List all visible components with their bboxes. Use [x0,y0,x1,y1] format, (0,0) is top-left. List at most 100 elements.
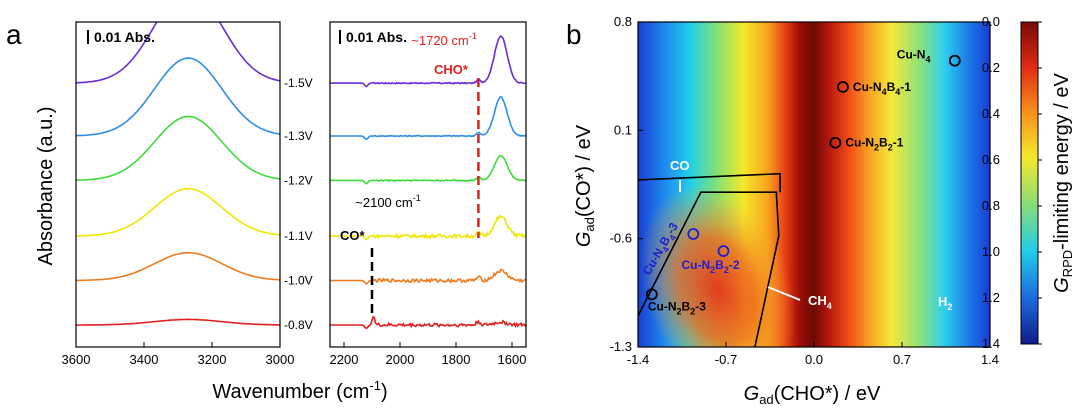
heatmap-x-title-sub: ad [759,392,773,407]
heatmap-x-tick-label-3: 0.7 [893,352,911,367]
colorbar-title: GRPD-limiting energy / eV [1051,72,1075,292]
point-label-part: 4 [925,55,930,65]
heatmap-y-tick-label-2: 0.1 [614,122,632,137]
co-label: CO* [340,228,366,243]
point-label-part: 2 [874,143,879,153]
voltage-label-2: -1.2V [284,173,313,187]
point-label-part: Cu-N [845,136,874,150]
series-line-left-3 [76,188,280,237]
colorbar-tick-label-7: 1.4 [982,336,1000,351]
ch4-region-pointer [767,286,801,301]
heatmap-x-axis-title: Gad(CHO*) / eV [744,383,881,407]
co-wavenumber-label: ~2100 cm-1 [355,193,420,210]
x-axis-title-sup: -1 [369,378,381,393]
panel-label-b: b [566,19,582,50]
point-Cu-N4B4-1 [837,81,849,93]
ch4-region-text: CH [808,293,827,308]
cho-wavenumber-sup: -1 [469,31,477,41]
y-axis-title-absorbance: Absorbance (a.u.) [35,107,57,266]
co-region-boundary [637,172,781,193]
co-wavenumber-sup: -1 [413,193,421,203]
x-axis-title-wavenumber: Wavenumber (cm-1) [212,378,387,403]
point-label-part: B [887,80,896,94]
heatmap-x-title-end: (CHO*) / eV [774,383,881,405]
spectra-right-chart: 2200 2000 1800 1600 0.01 Abs. ~1720 cm-1 CH… [329,21,527,367]
point-label-part: -3 [695,299,706,313]
point-label-part: Cu-N [648,299,677,313]
heatmap-y-tick-label-0: -1.3 [610,339,632,354]
point-label-part: -2 [729,258,740,272]
series-line-right-5 [330,315,526,330]
point-label-part: -1 [900,80,911,94]
series-line-left-1 [76,57,280,137]
colorbar-title-sub: RPD [1060,250,1075,277]
cho-wavenumber-text: ~1720 cm [411,33,468,48]
heatmap-y-title-end: (CO*) / eV [573,124,595,217]
colorbar-tick-label-5: 1.0 [982,244,1000,259]
heatmap-y-tick-label-3: 0.8 [614,14,632,29]
h2-region-text: H [938,294,947,309]
heatmap-x-tick-label-4: 1.4 [981,352,999,367]
cho-wavenumber-label: ~1720 cm-1 [411,31,476,48]
colorbar-tick-label-0: 0.0 [982,14,1000,29]
voltage-label-5: -0.8V [284,318,313,332]
point-label-part: 2 [710,265,715,275]
colorbar-gradient [1020,21,1039,345]
heatmap-x-tick-label-0: -1.4 [627,352,649,367]
point-label-Cu-N4: Cu-N4 [897,48,931,65]
series-line-right-4 [330,268,526,285]
left-x-tick-label-3: 3000 [266,352,295,367]
left-x-tick-label-0: 3600 [62,352,91,367]
colorbar-title-g: G [1051,277,1073,293]
left-x-tick-label-2: 3200 [198,352,227,367]
heatmap-chart: -1.4 -0.7 0.0 0.7 1.4-1.3-0.60.10.8 Cu-N4Cu-… [610,14,999,367]
point-Cu-N2B2-3 [645,288,658,301]
point-label-Cu-N4B4-1: Cu-N4B4-1 [853,80,911,97]
spectra-left-chart: 3600 3400 3200 3000 0.01 Abs. -1.5V -1.3V -1.… [62,21,313,367]
point-Cu-N2B2-2 [717,245,730,257]
heatmap-x-title-g: G [744,383,760,405]
colorbar-tick-label-6: 1.2 [982,290,1000,305]
right-plot-frame [329,21,527,348]
right-x-tick-label-3: 1600 [498,352,527,367]
point-label-part: 4 [667,233,678,242]
series-line-left-4 [76,251,280,282]
point-label-part: 2 [690,306,695,316]
point-label-part: B [879,136,888,150]
heatmap-x-tick-label-2: 0.0 [805,352,823,367]
right-x-tick-label-1: 2000 [386,352,415,367]
colorbar-tick-label-3: 0.6 [982,152,1000,167]
ch4-region-shading [640,183,796,347]
right-x-tick-label-2: 1800 [442,352,471,367]
series-line-left-5 [76,318,280,326]
heatmap-y-title-g: G [573,232,595,248]
point-label-part: Cu-N [853,80,882,94]
colorbar-tick-label-4: 0.8 [982,198,1000,213]
point-Cu-N2B2-1 [829,136,842,149]
voltage-label-4: -1.0V [284,274,313,288]
series-line-right-0 [330,34,526,88]
point-label-part: B [682,299,691,313]
x-axis-title-end: ) [381,381,388,403]
ch4-region-sub: 4 [827,301,832,311]
colorbar-tick-label-2: 0.4 [982,106,1000,121]
point-label-Cu-N2B2-2: Cu-N2B2-2 [681,258,739,275]
voltage-label-3: -1.1V [284,229,313,243]
ch4-region-label: CH4 [808,293,832,311]
left-plot-frame [75,21,281,348]
colorbar-tick-label-1: 0.2 [982,60,1000,75]
point-label-part: B [715,258,724,272]
point-label-part: Cu-N [681,258,710,272]
scale-bar-right-label: 0.01 Abs. [346,29,407,45]
point-label-Cu-N2B2-3: Cu-N2B2-3 [648,299,706,316]
point-label-part: -1 [893,136,904,150]
heatmap-y-title-sub: ad [582,217,597,231]
co-wavenumber-text: ~2100 cm [355,195,412,210]
cho-label: CHO* [434,62,469,77]
series-line-right-2 [330,154,526,185]
point-label-part: 4 [895,87,900,97]
colorbar-title-end: -limiting energy / eV [1051,72,1073,249]
series-line-right-3 [330,214,526,241]
h2-region-label: H2 [938,294,952,312]
